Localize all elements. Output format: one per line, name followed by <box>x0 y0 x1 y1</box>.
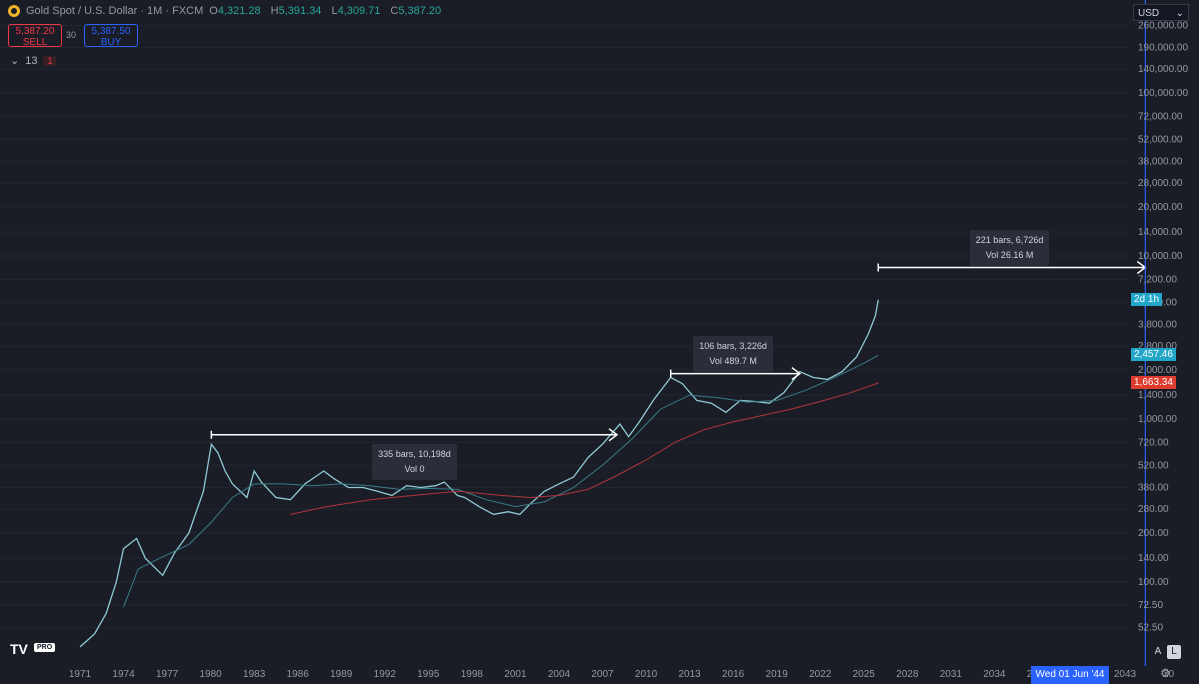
gear-icon[interactable]: ⚙ <box>1160 666 1171 680</box>
currency-label: USD <box>1138 8 1160 19</box>
long-ma-price-tag: 1,663.34 <box>1131 375 1176 389</box>
x-tick-label: 1986 <box>287 669 310 680</box>
spread-value: 30 <box>66 30 77 40</box>
y-tick-label: 14,000.00 <box>1138 227 1183 238</box>
measure-volume-text: Vol 26.16 M <box>985 249 1034 260</box>
long-ma-series <box>290 382 879 515</box>
measure-volume-text: Vol 0 <box>404 463 425 474</box>
y-tick-label: 52.50 <box>1138 623 1163 634</box>
sell-price: 5,387.20 <box>15 26 55 37</box>
x-tick-label: 2025 <box>853 669 876 680</box>
chevron-down-icon: ⌄ <box>1175 8 1184 19</box>
x-tick-label: 2043 <box>1114 669 1137 680</box>
y-tick-label: 3,800.00 <box>1138 319 1177 330</box>
high-value: 5,391.34 <box>278 5 322 17</box>
y-tick-label: 1,400.00 <box>1138 390 1177 401</box>
x-tick-label: 2031 <box>940 669 963 680</box>
short-ma-price-tag: 2,457.46 <box>1131 348 1176 362</box>
x-tick-label: 1971 <box>69 669 92 680</box>
measure-bars-text: 106 bars, 3,226d <box>699 340 767 351</box>
log-scale-button[interactable]: L <box>1167 645 1181 659</box>
y-tick-label: 140,000.00 <box>1138 64 1188 75</box>
y-tick-label: 100,000.00 <box>1138 88 1188 99</box>
x-tick-label: 1998 <box>461 669 484 680</box>
y-tick-label: 100.00 <box>1138 577 1169 588</box>
measure-label: 106 bars, 3,226d Vol 489.7 M <box>693 335 773 372</box>
sell-button[interactable]: 5,387.20 SELL <box>8 24 62 48</box>
x-tick-label: 1974 <box>112 669 135 680</box>
close-value: 5,387.20 <box>398 5 442 17</box>
symbol-title[interactable]: Gold Spot / U.S. Dollar · 1M · FXCM <box>26 5 204 17</box>
x-tick-label: 1977 <box>156 669 179 680</box>
chevron-down-icon[interactable]: ⌄ <box>10 55 20 67</box>
low-value: 4,309.71 <box>337 5 381 17</box>
close-key: C <box>390 5 399 17</box>
bar-countdown-tag: 2d 1h <box>1131 292 1163 306</box>
x-tick-label: 1992 <box>374 669 397 680</box>
x-tick-label: 2016 <box>722 669 745 680</box>
y-tick-label: 200.00 <box>1138 528 1169 539</box>
x-tick-label: 2034 <box>983 669 1006 680</box>
x-tick-label: 2010 <box>635 669 658 680</box>
low-key: L <box>331 5 338 17</box>
x-tick-label: 2013 <box>678 669 701 680</box>
measure-volume-text: Vol 489.7 M <box>709 355 757 366</box>
open-value: 4,321.28 <box>217 5 261 17</box>
alert-count-badge[interactable]: 1 <box>43 55 57 66</box>
measure-label: 221 bars, 6,726d Vol 26.16 M <box>969 229 1050 266</box>
x-tick-label: 1989 <box>330 669 353 680</box>
high-key: H <box>270 5 279 17</box>
tradingview-logo[interactable]: TV <box>10 641 28 657</box>
y-tick-label: 140.00 <box>1138 553 1169 564</box>
x-tick-label: 2001 <box>504 669 527 680</box>
pro-badge: PRO <box>34 643 56 652</box>
indicators-toggle[interactable]: ⌄ 13 1 <box>10 54 57 67</box>
y-tick-label: 2,800.00 <box>1138 341 1177 352</box>
crosshair-date-tag: Wed 01 Jun '44 <box>1031 666 1109 684</box>
y-tick-label: 720.00 <box>1138 437 1169 448</box>
open-key: O <box>209 5 218 17</box>
y-tick-label: 380.00 <box>1138 482 1169 493</box>
x-tick-label: 20 <box>1163 669 1175 680</box>
y-tick-label: 72,000.00 <box>1138 111 1183 122</box>
x-tick-label: 1983 <box>243 669 266 680</box>
y-tick-label: 280.00 <box>1138 504 1169 515</box>
indicator-count: 13 <box>25 54 38 67</box>
y-tick-label: 20,000.00 <box>1138 202 1183 213</box>
measure-arrowhead <box>791 366 802 381</box>
y-tick-label: 1,000.00 <box>1138 414 1177 425</box>
y-tick-label: 72.50 <box>1138 600 1163 611</box>
currency-select[interactable]: USD ⌄ <box>1133 4 1189 21</box>
y-tick-label: 10,000.00 <box>1138 251 1183 262</box>
y-tick-label: 38,000.00 <box>1138 156 1183 167</box>
short-ma-series <box>123 354 879 608</box>
measure-arrowhead <box>608 428 619 442</box>
auto-scale-button[interactable]: A <box>1154 646 1162 657</box>
y-tick-label: 190,000.00 <box>1138 43 1188 54</box>
y-tick-label: 2,000.00 <box>1138 365 1177 376</box>
x-tick-label: 2019 <box>766 669 789 680</box>
buy-price: 5,387.50 <box>91 26 131 37</box>
x-tick-label: 2004 <box>548 669 571 680</box>
x-tick-label: 2007 <box>591 669 614 680</box>
y-tick-label: 52,000.00 <box>1138 134 1183 145</box>
x-tick-label: 2028 <box>896 669 919 680</box>
y-tick-label: 520.00 <box>1138 460 1169 471</box>
x-tick-label: 1995 <box>417 669 440 680</box>
y-tick-label: 28,000.00 <box>1138 178 1183 189</box>
x-tick-label: 1980 <box>200 669 223 680</box>
y-tick-label: 7,200.00 <box>1138 274 1177 285</box>
gold-coin-icon <box>8 5 20 17</box>
buy-label: BUY <box>100 37 122 48</box>
measure-bars-text: 221 bars, 6,726d <box>975 234 1044 245</box>
measure-label: 335 bars, 10,198d Vol 0 <box>372 443 457 480</box>
x-tick-label: 2022 <box>809 669 832 680</box>
price-series <box>79 299 879 648</box>
sell-label: SELL <box>22 37 48 48</box>
measure-bars-text: 335 bars, 10,198d <box>378 448 451 459</box>
buy-button[interactable]: 5,387.50 BUY <box>84 24 138 48</box>
y-tick-label: 260,000.00 <box>1138 20 1188 31</box>
symbol-header: Gold Spot / U.S. Dollar · 1M · FXCM O4,3… <box>8 5 445 17</box>
